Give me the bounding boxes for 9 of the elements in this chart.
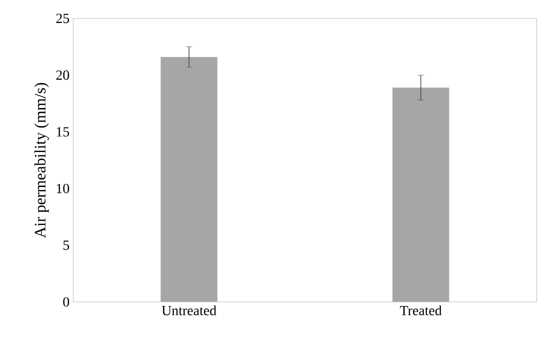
y-tick-label: 25: [56, 14, 70, 24]
x-tick-label: Untreated: [162, 305, 216, 316]
y-tick-label: 5: [63, 240, 70, 250]
y-tick-label: 20: [56, 70, 70, 80]
y-tick-label: 15: [56, 127, 70, 136]
x-tick-label: Treated: [400, 305, 442, 316]
y-tick-label: 10: [56, 184, 70, 194]
y-tick-label: 0: [63, 297, 70, 307]
y-axis-title: Air permeability (mm/s): [34, 82, 49, 238]
